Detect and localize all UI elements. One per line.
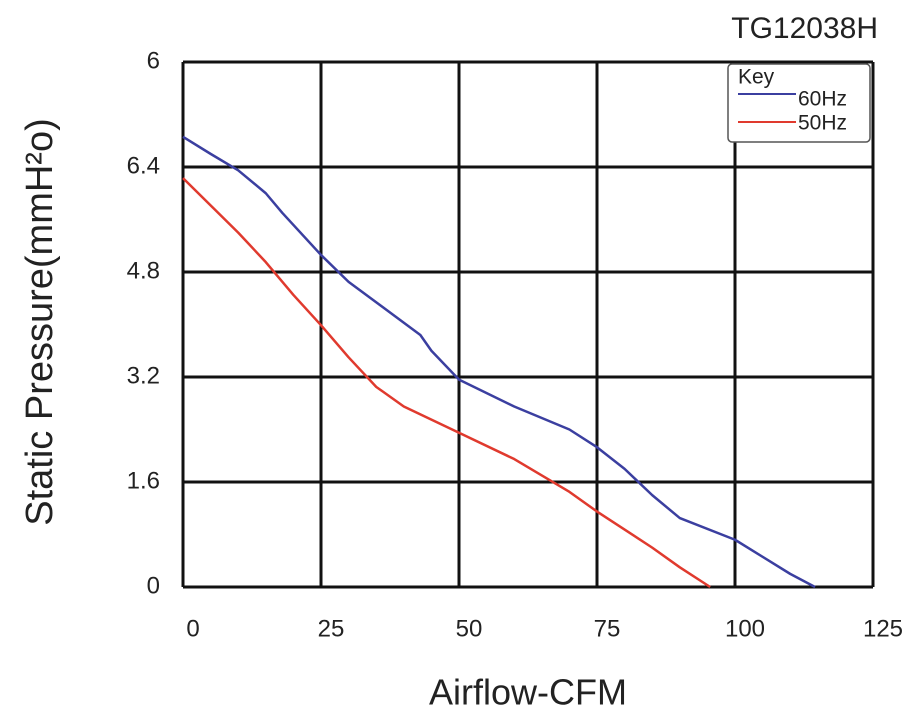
line-series [182,177,711,589]
y-tick-label: 0 [147,572,160,599]
x-tick-label: 75 [594,615,621,642]
legend-label: 60Hz [798,88,847,111]
y-tick-label: 6.4 [127,152,160,179]
x-axis-label: Airflow-CFM [429,672,627,713]
x-tick-label: 125 [863,615,903,642]
x-tick-label: 50 [456,615,483,642]
x-tick-label: 100 [725,615,765,642]
line-series [182,135,816,589]
y-tick-label: 1.6 [127,467,160,494]
y-tick-label: 3.2 [127,362,160,389]
legend-title: Key [738,66,775,89]
y-tick-label: 4.8 [127,257,160,284]
x-tick-label: 0 [186,615,199,642]
y-tick-label: 6 [147,47,160,74]
y-axis-label: Static Pressure(mmH²o) [19,118,61,526]
x-tick-label: 25 [318,615,345,642]
chart-title: TG12038H [731,12,878,45]
legend-label: 50Hz [798,112,847,135]
